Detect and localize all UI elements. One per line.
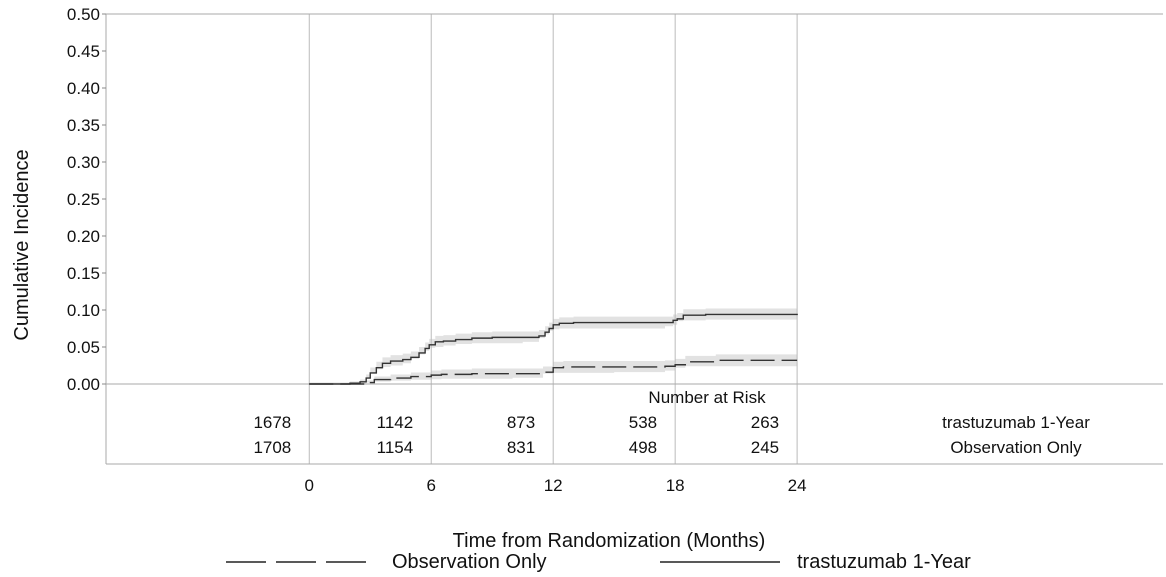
- y-axis-ticks: 0.00 0.05 0.10 0.15 0.20 0.25 0.30 0.35 0.40 0.45…: [67, 5, 106, 394]
- risk-table-title: Number at Risk: [648, 388, 766, 407]
- risk-count: 245: [751, 438, 779, 457]
- y-tick-label: 0.40: [67, 79, 100, 98]
- risk-count: 1678: [253, 413, 291, 432]
- y-tick-label: 0.20: [67, 227, 100, 246]
- risk-count: 873: [507, 413, 535, 432]
- legend-label: trastuzumab 1-Year: [797, 551, 971, 573]
- risk-count: 1154: [377, 438, 414, 457]
- risk-count: 1142: [377, 413, 414, 432]
- y-tick-label: 0.45: [67, 42, 100, 61]
- y-tick-label: 0.10: [67, 301, 100, 320]
- x-axis-label: Time from Randomization (Months): [453, 530, 766, 552]
- risk-count: 1708: [253, 438, 291, 457]
- y-tick-label: 0.30: [67, 153, 100, 172]
- series-line: [309, 359, 798, 385]
- x-tick-label: 6: [426, 476, 435, 495]
- x-tick-label: 24: [788, 476, 807, 495]
- y-tick-label: 0.05: [67, 338, 100, 357]
- y-tick-label: 0.25: [67, 190, 100, 209]
- x-axis-ticks: 0 6 12 18 24: [305, 476, 807, 495]
- series-line: [309, 313, 798, 385]
- risk-count: 263: [751, 413, 779, 432]
- y-tick-label: 0.50: [67, 5, 100, 24]
- y-tick-label: 0.15: [67, 264, 100, 283]
- risk-count: 538: [629, 413, 657, 432]
- risk-count: 498: [629, 438, 657, 457]
- y-tick-label: 0.00: [67, 375, 100, 394]
- x-tick-label: 12: [544, 476, 563, 495]
- risk-row-label: trastuzumab 1-Year: [942, 413, 1090, 432]
- x-tick-label: 0: [305, 476, 314, 495]
- legend: Observation Only trastuzumab 1-Year: [226, 551, 971, 573]
- risk-count: 831: [507, 438, 535, 457]
- y-axis-label: Cumulative Incidence: [11, 149, 33, 340]
- series-lines: [309, 313, 798, 385]
- legend-label: Observation Only: [392, 551, 547, 573]
- vertical-gridlines: [308, 14, 798, 464]
- plot-frame: [105, 13, 1163, 465]
- risk-row-label: Observation Only: [950, 438, 1082, 457]
- y-tick-label: 0.35: [67, 116, 100, 135]
- risk-table: Number at Risk 1678 1142 873 538 263 trastuzum…: [253, 388, 1090, 457]
- x-tick-label: 18: [666, 476, 685, 495]
